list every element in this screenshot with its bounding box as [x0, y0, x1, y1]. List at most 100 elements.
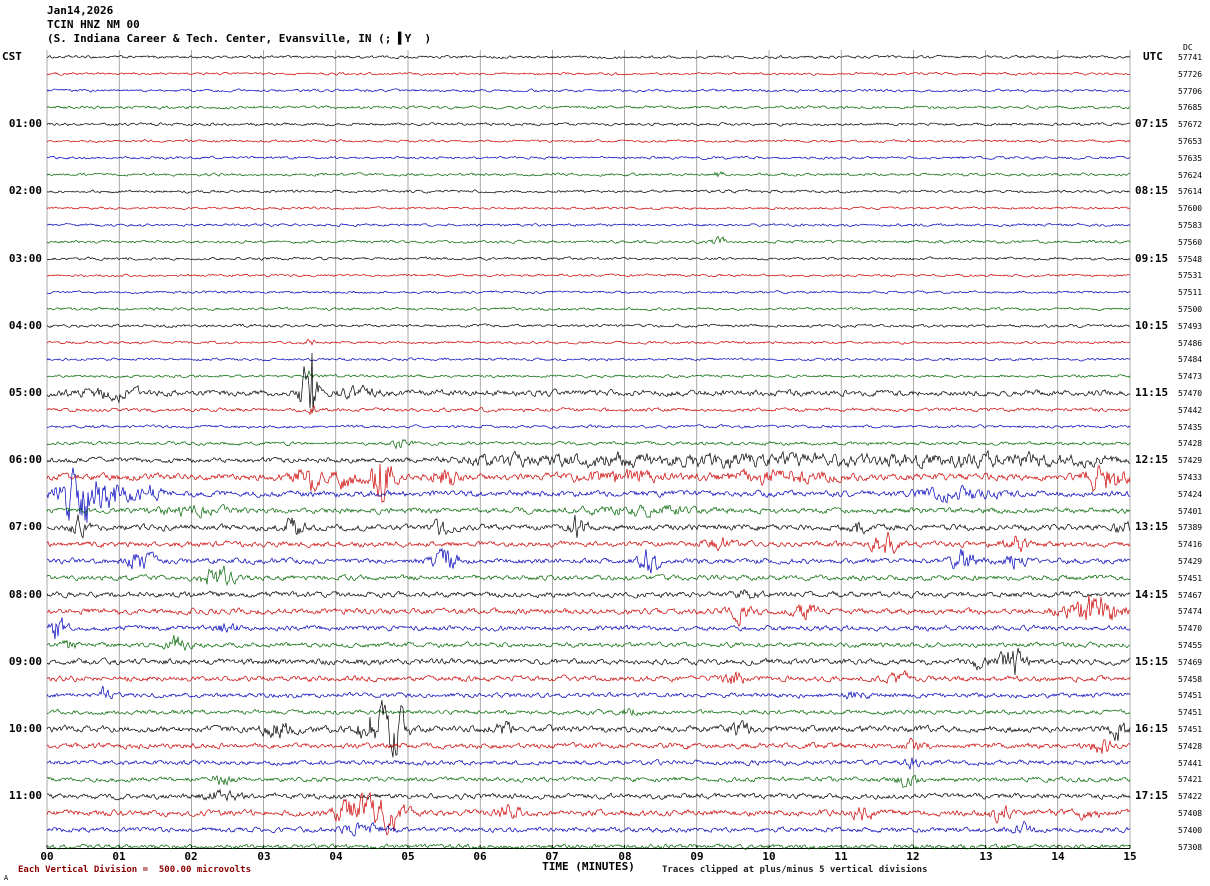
trace-row-34 — [46, 617, 1131, 640]
dc-offset-value: 57486 — [1178, 338, 1203, 348]
x-tick-label: 01 — [112, 850, 126, 863]
trace-row-1 — [46, 71, 1131, 76]
trace-row-31 — [46, 565, 1131, 586]
utc-hour-label: 13:15 — [1135, 520, 1169, 534]
x-tick-label: 09 — [690, 850, 704, 863]
header-station-location: (S. Indiana Career & Tech. Center, Evans… — [47, 32, 432, 45]
x-tick-label: 06 — [473, 850, 487, 863]
dc-offset-value: 57408 — [1178, 809, 1203, 818]
x-axis-title: TIME (MINUTES) — [542, 860, 635, 873]
x-tick-label: 00 — [40, 850, 54, 863]
dc-offset-value: 57511 — [1178, 288, 1203, 298]
utc-hour-label: 15:15 — [1135, 654, 1169, 668]
trace-row-25 — [46, 463, 1131, 503]
dc-offset-value: 57441 — [1178, 758, 1203, 768]
x-tick-label: 08 — [618, 850, 632, 863]
x-tick-label: 05 — [401, 850, 415, 863]
x-tick-label: 13 — [979, 850, 993, 863]
trace-row-21 — [46, 405, 1131, 416]
trace-row-36 — [46, 647, 1131, 676]
dc-offset-value: 57685 — [1178, 103, 1203, 113]
trace-row-17 — [46, 338, 1131, 346]
trace-row-29 — [46, 531, 1131, 555]
cst-hour-label: 09:00 — [8, 654, 42, 668]
cst-hour-label: 06:00 — [8, 453, 42, 467]
dc-offset-value: 57429 — [1178, 456, 1203, 466]
footer-scale-note: Each Vertical Division = 500.00 microvol… — [18, 865, 251, 875]
trace-row-43 — [46, 774, 1131, 788]
dc-offset-value: 57421 — [1178, 775, 1203, 785]
dc-offset-value: 57455 — [1178, 641, 1203, 650]
cst-hour-label: 05:00 — [8, 386, 42, 399]
dc-offset-value: 57470 — [1178, 389, 1203, 398]
trace-row-18 — [46, 357, 1131, 362]
trace-row-26 — [46, 467, 1131, 523]
dc-offset-value: 57416 — [1178, 540, 1203, 550]
trace-row-13 — [46, 273, 1131, 278]
dc-column-header: DC — [1183, 43, 1193, 52]
utc-hour-label: 14:15 — [1135, 587, 1169, 601]
trace-row-39 — [46, 708, 1131, 717]
dc-offset-value: 57451 — [1178, 573, 1203, 583]
utc-hour-label: 17:15 — [1135, 789, 1169, 803]
trace-row-28 — [46, 514, 1131, 539]
dc-offset-value: 57653 — [1178, 137, 1203, 146]
trace-row-37 — [46, 669, 1131, 685]
dc-offset-value: 57470 — [1178, 624, 1203, 634]
trace-row-27 — [46, 504, 1131, 519]
trace-row-15 — [46, 306, 1131, 312]
cst-hour-label: 07:00 — [8, 520, 42, 534]
dc-offset-value: 57451 — [1178, 725, 1203, 734]
x-tick-label: 07 — [545, 850, 559, 863]
trace-row-40 — [46, 699, 1131, 758]
trace-row-19 — [46, 369, 1131, 379]
trace-row-9 — [46, 206, 1131, 211]
trace-row-45 — [46, 791, 1131, 836]
dc-offset-value: 57635 — [1178, 153, 1203, 163]
dc-offset-value: 57614 — [1178, 187, 1203, 197]
dc-offset-value: 57428 — [1178, 741, 1203, 751]
x-tick-label: 15 — [1123, 850, 1137, 863]
dc-offset-value: 57474 — [1178, 607, 1203, 617]
trace-row-22 — [47, 424, 1131, 430]
trace-row-0 — [46, 54, 1131, 60]
trace-row-4 — [46, 122, 1131, 127]
footer-logo-mark: A — [4, 874, 9, 882]
x-tick-label: 03 — [257, 850, 271, 863]
dc-offset-value: 57600 — [1178, 204, 1203, 214]
cst-hour-label: 10:00 — [8, 722, 42, 735]
cst-hour-label: 02:00 — [8, 184, 42, 198]
cst-hour-label: 01:00 — [8, 117, 42, 131]
header-station-code: TCIN HNZ NM 00 — [47, 18, 140, 31]
trace-row-11 — [46, 235, 1131, 245]
left-timezone-label: CST — [2, 50, 22, 63]
trace-row-35 — [46, 634, 1131, 652]
cst-hour-label: 03:00 — [8, 251, 42, 265]
dc-offset-value: 57400 — [1178, 825, 1203, 835]
x-tick-label: 11 — [834, 850, 848, 863]
trace-row-7 — [46, 171, 1131, 178]
trace-row-3 — [46, 105, 1131, 110]
dc-offset-value: 57422 — [1178, 792, 1203, 802]
dc-offset-value: 57500 — [1178, 305, 1203, 314]
trace-row-10 — [46, 223, 1131, 228]
dc-offset-value: 57467 — [1178, 590, 1203, 600]
trace-row-41 — [46, 737, 1131, 754]
x-tick-label: 12 — [906, 850, 920, 863]
utc-hour-label: 11:15 — [1135, 386, 1169, 399]
dc-offset-value: 57428 — [1178, 439, 1203, 449]
trace-row-38 — [46, 685, 1131, 700]
dc-offset-value: 57389 — [1178, 523, 1203, 533]
trace-row-44 — [46, 788, 1131, 802]
trace-row-16 — [46, 323, 1131, 329]
trace-row-23 — [46, 438, 1131, 450]
dc-offset-value: 57308 — [1178, 842, 1203, 852]
dc-offset-value: 57560 — [1178, 237, 1203, 247]
trace-row-33 — [47, 595, 1130, 627]
utc-hour-label: 09:15 — [1135, 251, 1169, 265]
dc-offset-value: 57484 — [1178, 355, 1203, 365]
dc-offset-value: 57672 — [1178, 120, 1203, 130]
trace-row-30 — [46, 547, 1131, 574]
trace-row-14 — [46, 290, 1131, 295]
dc-offset-value: 57433 — [1178, 473, 1203, 482]
